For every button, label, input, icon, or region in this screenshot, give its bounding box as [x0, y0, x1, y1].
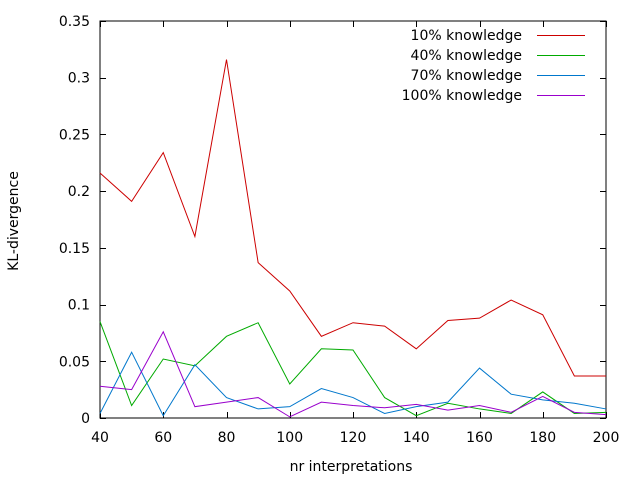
x-tick-label: 160: [466, 430, 493, 446]
x-axis-label: nr interpretations: [290, 459, 413, 475]
y-axis-ticks: 0 0.05 0.1 0.15 0.2 0.25 0.3 0.35: [59, 14, 606, 427]
legend-label: 70% knowledge: [411, 68, 522, 84]
legend-label: 10% knowledge: [411, 28, 522, 44]
x-tick-label: 200: [593, 430, 620, 446]
x-tick-label: 120: [340, 430, 367, 446]
x-tick-label: 60: [154, 430, 172, 446]
y-tick-label: 0.2: [68, 184, 90, 200]
series-line-100-knowledge: [99, 330, 607, 418]
y-tick-label: 0.3: [68, 71, 90, 87]
x-tick-label: 40: [91, 430, 109, 446]
y-tick-label: 0.25: [59, 127, 90, 143]
series-line-10-knowledge: [99, 59, 606, 377]
x-tick-label: 100: [276, 430, 303, 446]
x-tick-label: 80: [218, 430, 236, 446]
legend-label: 100% knowledge: [402, 88, 522, 104]
y-tick-label: 0.35: [59, 14, 90, 30]
x-tick-label: 180: [529, 430, 556, 446]
legend-label: 40% knowledge: [411, 48, 522, 64]
series-layer: [99, 59, 607, 418]
y-tick-label: 0: [81, 411, 90, 427]
y-tick-label: 0.15: [59, 241, 90, 257]
y-tick-label: 0.05: [59, 354, 90, 370]
y-tick-label: 0.1: [68, 298, 90, 314]
legend: 10% knowledge 40% knowledge 70% knowledge 1…: [402, 28, 585, 104]
series-line-40-knowledge: [99, 321, 607, 417]
y-axis-label: KL-divergence: [6, 171, 22, 271]
x-tick-label: 140: [403, 430, 430, 446]
